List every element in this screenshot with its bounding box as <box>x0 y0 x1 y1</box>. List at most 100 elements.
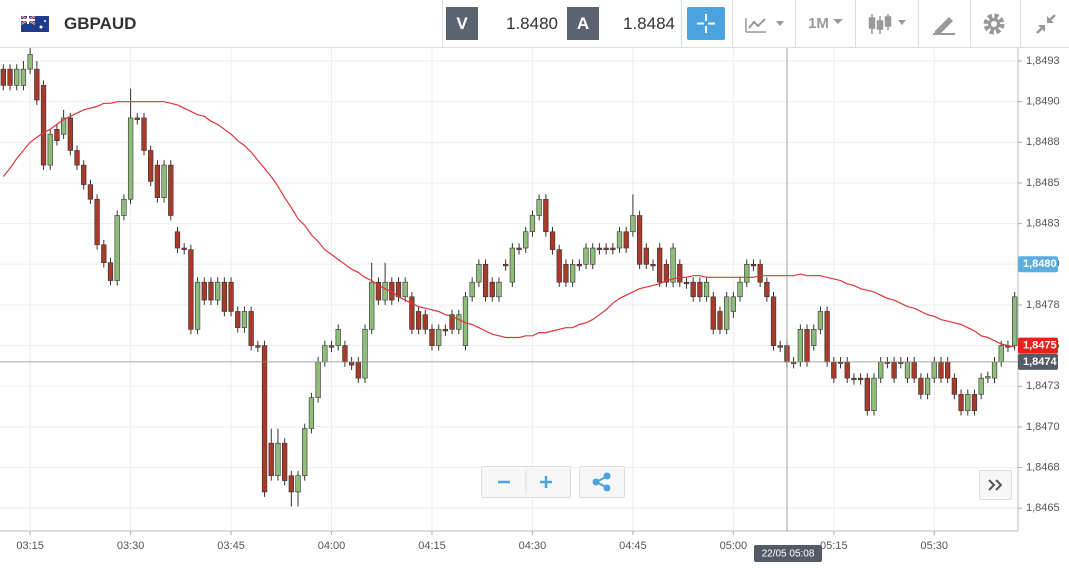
candle-body <box>67 117 73 151</box>
x-tick-label: 04:30 <box>519 540 547 552</box>
candle-body <box>355 361 361 379</box>
candle-body <box>348 361 355 366</box>
candle-body <box>261 345 268 493</box>
candle-body <box>215 281 221 301</box>
candle-body <box>683 281 690 285</box>
candle-body <box>904 361 911 379</box>
bid-price: 1.8480 <box>506 14 558 33</box>
candle-body <box>7 68 13 86</box>
candle-body <box>616 231 623 249</box>
candle-body <box>744 263 750 283</box>
candle-body <box>529 215 536 233</box>
candle-body <box>469 281 475 298</box>
candle-body <box>871 377 877 411</box>
y-tick-label: 1,8483 <box>1026 218 1060 230</box>
candle-body <box>851 377 857 381</box>
candle-body <box>248 311 254 346</box>
draw-button[interactable] <box>931 12 957 36</box>
x-tick-label: 04:45 <box>619 540 647 552</box>
zoom-in[interactable] <box>540 476 552 488</box>
y-tick-label: 1,8485 <box>1026 177 1060 189</box>
zoom-group <box>481 466 571 498</box>
chart: 1,8465 1,8468 1,8470 1,8473 1,8475 1,8478 1,84… <box>0 48 1060 562</box>
candle-body <box>194 281 201 330</box>
y-tick-label: 1,8478 <box>1026 299 1060 311</box>
candle-body <box>857 377 864 381</box>
candle-style-button[interactable] <box>868 12 912 36</box>
candle-body <box>958 394 964 411</box>
candle-body <box>476 263 482 283</box>
x-tick-label: 03:45 <box>217 540 245 552</box>
x-tick-label: 05:30 <box>921 540 949 552</box>
candle-body <box>737 281 743 298</box>
candle-body <box>663 263 670 283</box>
candle-body <box>208 281 214 301</box>
candle-body <box>482 263 489 298</box>
candle-body <box>275 442 281 477</box>
candle-body <box>322 345 328 363</box>
ask-button[interactable]: A <box>567 7 599 40</box>
candle-body <box>134 117 140 120</box>
candle-body <box>831 361 837 379</box>
candle-body <box>409 296 415 330</box>
symbol: GBPAUD <box>64 14 137 33</box>
candle-body <box>576 263 582 267</box>
candle-body <box>201 281 207 301</box>
chart-type-button[interactable] <box>744 14 790 34</box>
candle-body <box>54 129 60 141</box>
candle-body <box>235 311 241 329</box>
candle-body <box>161 164 167 198</box>
timeframe-button[interactable]: 1M <box>808 15 829 32</box>
candle-body <box>971 394 978 411</box>
candle-body <box>817 311 824 330</box>
candle-body <box>27 54 33 70</box>
price-tag <box>1018 337 1058 354</box>
crosshair-button[interactable] <box>687 7 725 40</box>
candle-body <box>442 329 449 332</box>
candle-body <box>121 198 127 216</box>
candle-body <box>583 247 589 265</box>
zoom-icons <box>498 470 552 494</box>
candle-body <box>951 377 958 395</box>
candle-body <box>844 361 850 379</box>
moving-average <box>2 101 1015 348</box>
candle-body <box>489 281 495 298</box>
candle-body <box>824 311 830 363</box>
candle-body <box>931 361 937 379</box>
y-tick-label: 1,8465 <box>1026 502 1060 514</box>
candle-body <box>221 281 228 312</box>
candle-body <box>891 361 897 379</box>
candle-body <box>804 329 810 363</box>
candle-body <box>911 361 917 379</box>
settings-button[interactable] <box>982 12 1006 36</box>
scroll-end-button[interactable] <box>979 470 1012 500</box>
candle-body <box>228 281 234 312</box>
x-tick-label: 05:00 <box>720 540 748 552</box>
candle-body <box>429 329 435 346</box>
bid-button[interactable]: V <box>446 7 478 40</box>
candle-body <box>14 68 20 86</box>
share-button[interactable] <box>579 466 625 498</box>
candle-body <box>308 397 315 429</box>
candle-body <box>516 247 522 250</box>
candle-body <box>268 442 274 477</box>
candle-body <box>422 314 428 330</box>
plot-area <box>0 48 1018 531</box>
candle-body <box>449 314 455 330</box>
candle-body <box>0 68 6 86</box>
candle-body <box>181 247 187 250</box>
candle-body <box>730 296 737 312</box>
candle-body <box>174 231 181 249</box>
candle-body <box>402 281 408 298</box>
candle-body <box>168 164 174 216</box>
candle-body <box>255 345 261 348</box>
candle-body <box>657 247 663 283</box>
candle-body <box>34 68 40 101</box>
candle-body <box>127 117 134 200</box>
candle-body <box>717 311 723 330</box>
candle-body <box>101 244 107 263</box>
price-tag <box>1018 353 1058 370</box>
collapse-button[interactable] <box>1034 12 1058 36</box>
candle-body <box>335 329 341 346</box>
